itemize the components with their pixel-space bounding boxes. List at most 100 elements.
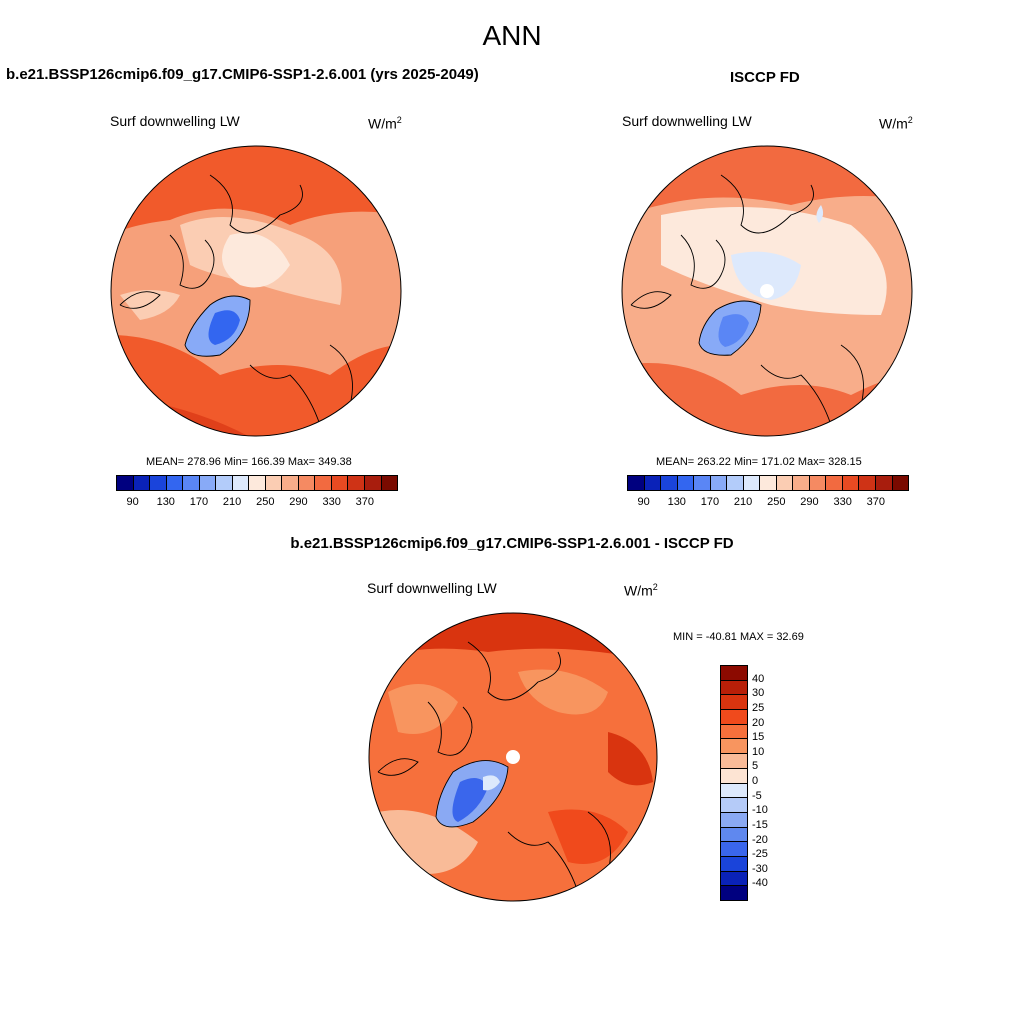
colorbar-tick-label: -10: [752, 804, 768, 817]
colorbar-swatch: [743, 476, 761, 490]
colorbar-swatch: [331, 476, 349, 490]
colorbar-swatch: [315, 476, 332, 490]
colorbar-tick-label: 170: [189, 496, 209, 508]
colorbar-swatch: [760, 476, 777, 490]
colorbar-swatch: [721, 739, 747, 755]
colorbar-swatch: [842, 476, 860, 490]
model-units: W/m2: [368, 115, 402, 132]
colorbar-swatch: [348, 476, 365, 490]
colorbar-swatch: [721, 842, 747, 857]
colorbar-swatch: [859, 476, 876, 490]
colorbar-swatch: [265, 476, 283, 490]
colorbar-tick-label: 130: [667, 496, 686, 508]
colorbar-swatch: [727, 476, 744, 490]
colorbar-swatch: [721, 695, 747, 711]
colorbar-swatch: [892, 476, 909, 490]
colorbar-swatch: [826, 476, 843, 490]
colorbar-swatch: [199, 476, 217, 490]
obs-colorbar: [627, 475, 909, 491]
colorbar-tick-label: 210: [222, 496, 242, 508]
colorbar-swatch: [721, 680, 747, 696]
model-variable-label: Surf downwelling LW: [110, 113, 240, 129]
obs-units: W/m2: [879, 115, 913, 132]
colorbar-swatch: [875, 476, 893, 490]
diff-colorbar: [720, 665, 748, 901]
model-colorbar: [116, 475, 398, 491]
colorbar-swatch: [216, 476, 233, 490]
colorbar-swatch: [721, 871, 747, 887]
colorbar-swatch: [721, 798, 747, 813]
colorbar-tick-label: 290: [800, 496, 819, 508]
colorbar-tick-label: -15: [752, 818, 768, 831]
colorbar-swatch: [721, 724, 747, 740]
obs-stats: MEAN= 263.22 Min= 171.02 Max= 328.15: [656, 456, 862, 468]
colorbar-tick-label: 15: [752, 731, 765, 744]
colorbar-swatch: [133, 476, 151, 490]
difference-polar-map: [368, 612, 658, 902]
model-stats: MEAN= 278.96 Min= 166.39 Max= 349.38: [146, 456, 352, 468]
model-polar-map: [110, 145, 402, 437]
colorbar-swatch: [364, 476, 382, 490]
colorbar-swatch: [721, 812, 747, 828]
colorbar-tick-label: 170: [700, 496, 720, 508]
colorbar-tick-label: 250: [767, 496, 786, 508]
obs-panel-title: ISCCP FD: [730, 69, 800, 86]
colorbar-swatch: [232, 476, 250, 490]
colorbar-tick-label: -25: [752, 848, 768, 861]
colorbar-swatch: [677, 476, 695, 490]
colorbar-swatch: [776, 476, 794, 490]
colorbar-tick-label: 130: [156, 496, 175, 508]
colorbar-swatch: [721, 783, 747, 799]
colorbar-swatch: [721, 886, 747, 900]
colorbar-swatch: [644, 476, 662, 490]
colorbar-tick-label: 30: [752, 687, 765, 700]
main-title: ANN: [482, 20, 542, 51]
colorbar-swatch: [628, 476, 645, 490]
diff-units: W/m2: [624, 582, 658, 599]
colorbar-tick-label: 290: [289, 496, 308, 508]
colorbar-tick-label: -30: [752, 862, 768, 875]
colorbar-tick-label: 330: [833, 496, 852, 508]
model-panel-title: b.e21.BSSP126cmip6.f09_g17.CMIP6-SSP1-2.…: [6, 66, 479, 83]
colorbar-tick-label: 0: [752, 775, 759, 787]
colorbar-swatch: [809, 476, 827, 490]
colorbar-swatch: [721, 768, 747, 784]
colorbar-swatch: [721, 710, 747, 725]
colorbar-tick-label: 25: [752, 701, 765, 714]
obs-variable-label: Surf downwelling LW: [622, 113, 752, 129]
colorbar-swatch: [710, 476, 728, 490]
colorbar-swatch: [721, 666, 747, 681]
colorbar-tick-label: 10: [752, 745, 765, 758]
colorbar-swatch: [183, 476, 200, 490]
colorbar-swatch: [694, 476, 711, 490]
diff-variable-label: Surf downwelling LW: [367, 580, 497, 596]
colorbar-tick-label: 250: [256, 496, 275, 508]
colorbar-swatch: [282, 476, 299, 490]
colorbar-swatch: [721, 856, 747, 872]
colorbar-swatch: [381, 476, 398, 490]
colorbar-swatch: [793, 476, 810, 490]
colorbar-tick-label: 330: [322, 496, 341, 508]
colorbar-tick-label: 370: [866, 496, 885, 508]
colorbar-tick-label: 5: [752, 760, 759, 773]
colorbar-swatch: [298, 476, 316, 490]
colorbar-tick-label: 370: [355, 496, 374, 508]
colorbar-tick-label: 20: [752, 716, 765, 729]
colorbar-tick-label: 210: [733, 496, 753, 508]
colorbar-swatch: [721, 754, 747, 769]
colorbar-tick-label: 40: [752, 672, 765, 685]
colorbar-swatch: [661, 476, 678, 490]
obs-polar-map: [621, 145, 913, 437]
colorbar-tick-label: -20: [752, 833, 768, 846]
colorbar-swatch: [117, 476, 134, 490]
diff-panel-title: b.e21.BSSP126cmip6.f09_g17.CMIP6-SSP1-2.…: [290, 535, 734, 552]
colorbar-tick-label: 90: [637, 496, 650, 508]
colorbar-swatch: [166, 476, 184, 490]
colorbar-swatch: [721, 827, 747, 843]
colorbar-swatch: [249, 476, 266, 490]
colorbar-swatch: [150, 476, 167, 490]
diff-stats: MIN = -40.81 MAX = 32.69: [673, 631, 804, 643]
colorbar-tick-label: -40: [752, 877, 768, 890]
colorbar-tick-label: 90: [126, 496, 139, 508]
colorbar-tick-label: -5: [752, 789, 762, 802]
